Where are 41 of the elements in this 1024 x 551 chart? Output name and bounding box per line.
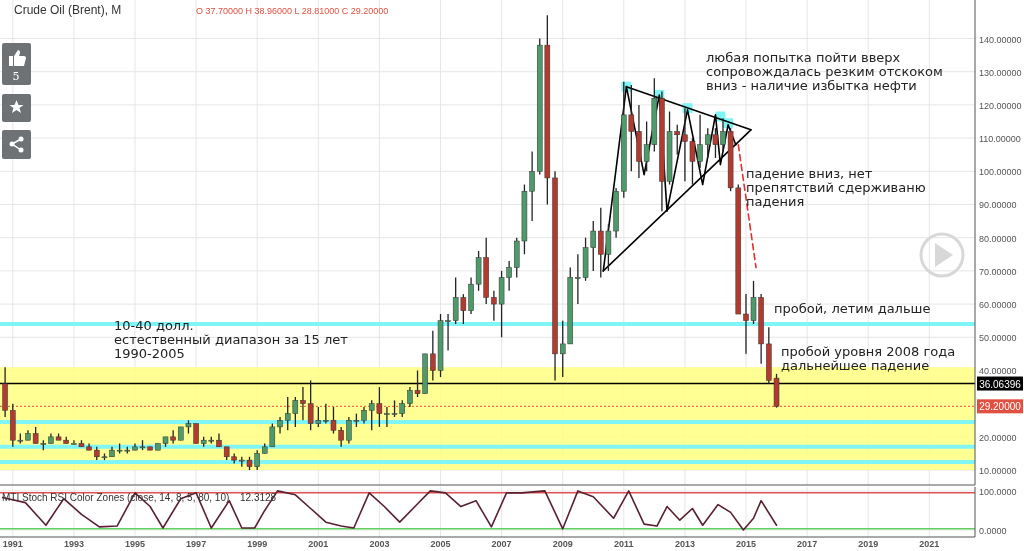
y-tick-label: 20.00000 [979,432,1017,443]
y-tick-label: 120.00000 [979,100,1022,111]
x-tick-label: 2013 [674,539,695,549]
y-tick-label: 110.00000 [979,134,1021,145]
text: O 37.70000 H 38.96000 L 28.81000 C 29.20000 [196,6,389,16]
ref-line-label: 29.20000 [979,401,1022,413]
x-tick-label: 1991 [2,539,23,549]
x-tick-label: 2015 [735,539,757,549]
x-tick-label: 2019 [858,539,879,549]
x-tick-label: 1995 [124,539,146,549]
annotation: пробой уровня 2008 года дальнейшее падение [781,344,956,373]
x-tick-label: 1997 [186,539,207,549]
ref-line-label: 36.06396 [979,378,1022,390]
x-tick-label: 2011 [614,539,634,549]
y-tick-label: 60.00000 [979,300,1017,311]
x-tick-label: 2009 [552,539,573,549]
y-tick-label: 80.00000 [979,233,1017,244]
annotation: падение вниз, нет препятствий сдерживаню падения [746,166,926,209]
chart-title: Crude Oil (Brent), M [14,3,122,17]
annotation: пробой, летим дальше [774,301,931,316]
y-tick-label: 10.00000 [979,466,1017,477]
annotation: 5 [12,70,20,83]
x-tick-label: 2017 [797,539,818,549]
y-tick-label: 70.00000 [979,266,1017,277]
y-tick-label: 0.0000 [979,525,1007,536]
like-button: 5 [2,43,31,85]
y-tick-label: 130.00000 [979,67,1022,78]
y-tick-label: 50.00000 [979,333,1017,344]
x-tick-label: 2005 [430,539,451,549]
y-tick-label: 90.00000 [979,200,1017,211]
x-tick-label: 2003 [369,539,390,549]
y-tick-label: 100.0000 [979,486,1017,497]
x-tick-label: 2007 [491,539,512,549]
x-tick-label: 2021 [919,539,940,549]
y-tick-label: 100.00000 [979,167,1022,178]
x-tick-label: 2001 [308,539,329,549]
y-tick-label: 140.00000 [979,34,1022,45]
annotation: любая попытка пойти вверх сопровождалась резким отскоком вниз - наличие избытка нефти [706,50,943,93]
x-tick-label: 1993 [63,539,84,549]
y-tick-label: 40.00000 [979,366,1017,377]
x-tick-label: 1999 [247,539,268,549]
